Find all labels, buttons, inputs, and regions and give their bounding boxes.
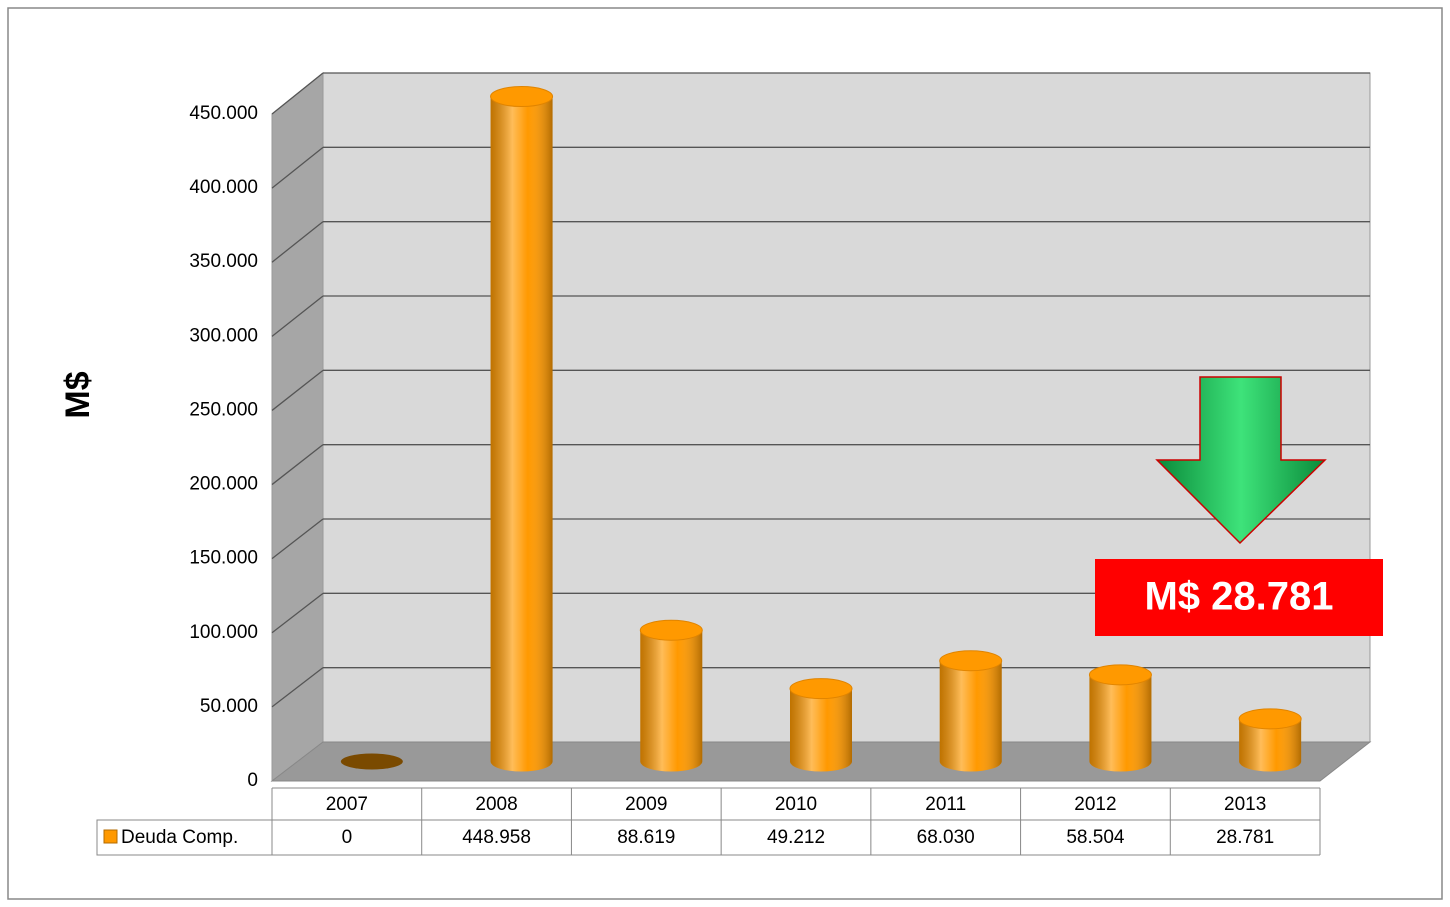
- bar-shade: [790, 688, 852, 772]
- grid-line: [271, 518, 324, 560]
- y-tick-label: 150.000: [189, 548, 258, 569]
- bar-top: [1238, 708, 1302, 730]
- x-tick-label: 2013: [1224, 794, 1266, 815]
- y-tick-label: 200.000: [189, 474, 258, 495]
- y-tick-label: 50.000: [200, 696, 258, 717]
- data-label: 88.619: [617, 827, 675, 848]
- data-label: 49.212: [767, 827, 825, 848]
- bar-top: [639, 619, 703, 641]
- y-tick-label: 0: [247, 770, 258, 791]
- x-tick-label: 2011: [925, 794, 966, 815]
- x-tick-label: 2009: [625, 794, 667, 815]
- data-label: 0: [342, 827, 353, 848]
- annotation-box: [1095, 559, 1383, 636]
- x-tick-label: 2008: [475, 794, 517, 815]
- bar: [340, 753, 403, 770]
- bar-top: [1088, 664, 1152, 686]
- grid-line: [271, 72, 324, 115]
- y-tick-label: 400.000: [189, 177, 258, 198]
- y-tick-label: 300.000: [189, 325, 258, 346]
- bar-shade: [1089, 674, 1152, 772]
- annotation: M$ 28.781: [1144, 575, 1333, 619]
- x-tick-label: 2012: [1074, 794, 1116, 815]
- grid-line: [271, 146, 324, 189]
- bar-shade: [490, 96, 553, 772]
- y-tick-label: 350.000: [189, 251, 258, 272]
- data-label: 28.781: [1216, 827, 1274, 848]
- bar-top: [939, 650, 1003, 672]
- data-label: 58.504: [1066, 827, 1125, 848]
- legend-swatch: [103, 829, 118, 844]
- y-tick-label: 450.000: [189, 103, 258, 124]
- grid-line: [271, 369, 324, 411]
- grid-line: [271, 444, 324, 486]
- legend-label: Deuda Comp.: [121, 827, 238, 848]
- grid-line: [271, 295, 324, 337]
- bar-shade: [1239, 718, 1302, 772]
- bar-shade: [640, 630, 703, 772]
- data-label: 68.030: [917, 827, 975, 848]
- y-tick-label: 250.000: [189, 399, 258, 420]
- side-wall: [271, 71, 324, 783]
- arrow: [1155, 376, 1327, 545]
- bar-top: [490, 86, 554, 108]
- grid-line: [271, 667, 324, 708]
- y-tick-label: 100.000: [189, 622, 258, 643]
- grid-line: [271, 592, 324, 634]
- x-tick-label: 2010: [775, 794, 817, 815]
- data-label: 448.958: [462, 827, 531, 848]
- y-axis-label: M$: [59, 371, 97, 418]
- bar-shade: [939, 660, 1002, 772]
- x-tick-label: 2007: [326, 794, 368, 815]
- bar-top: [789, 678, 853, 700]
- grid-line: [271, 221, 324, 263]
